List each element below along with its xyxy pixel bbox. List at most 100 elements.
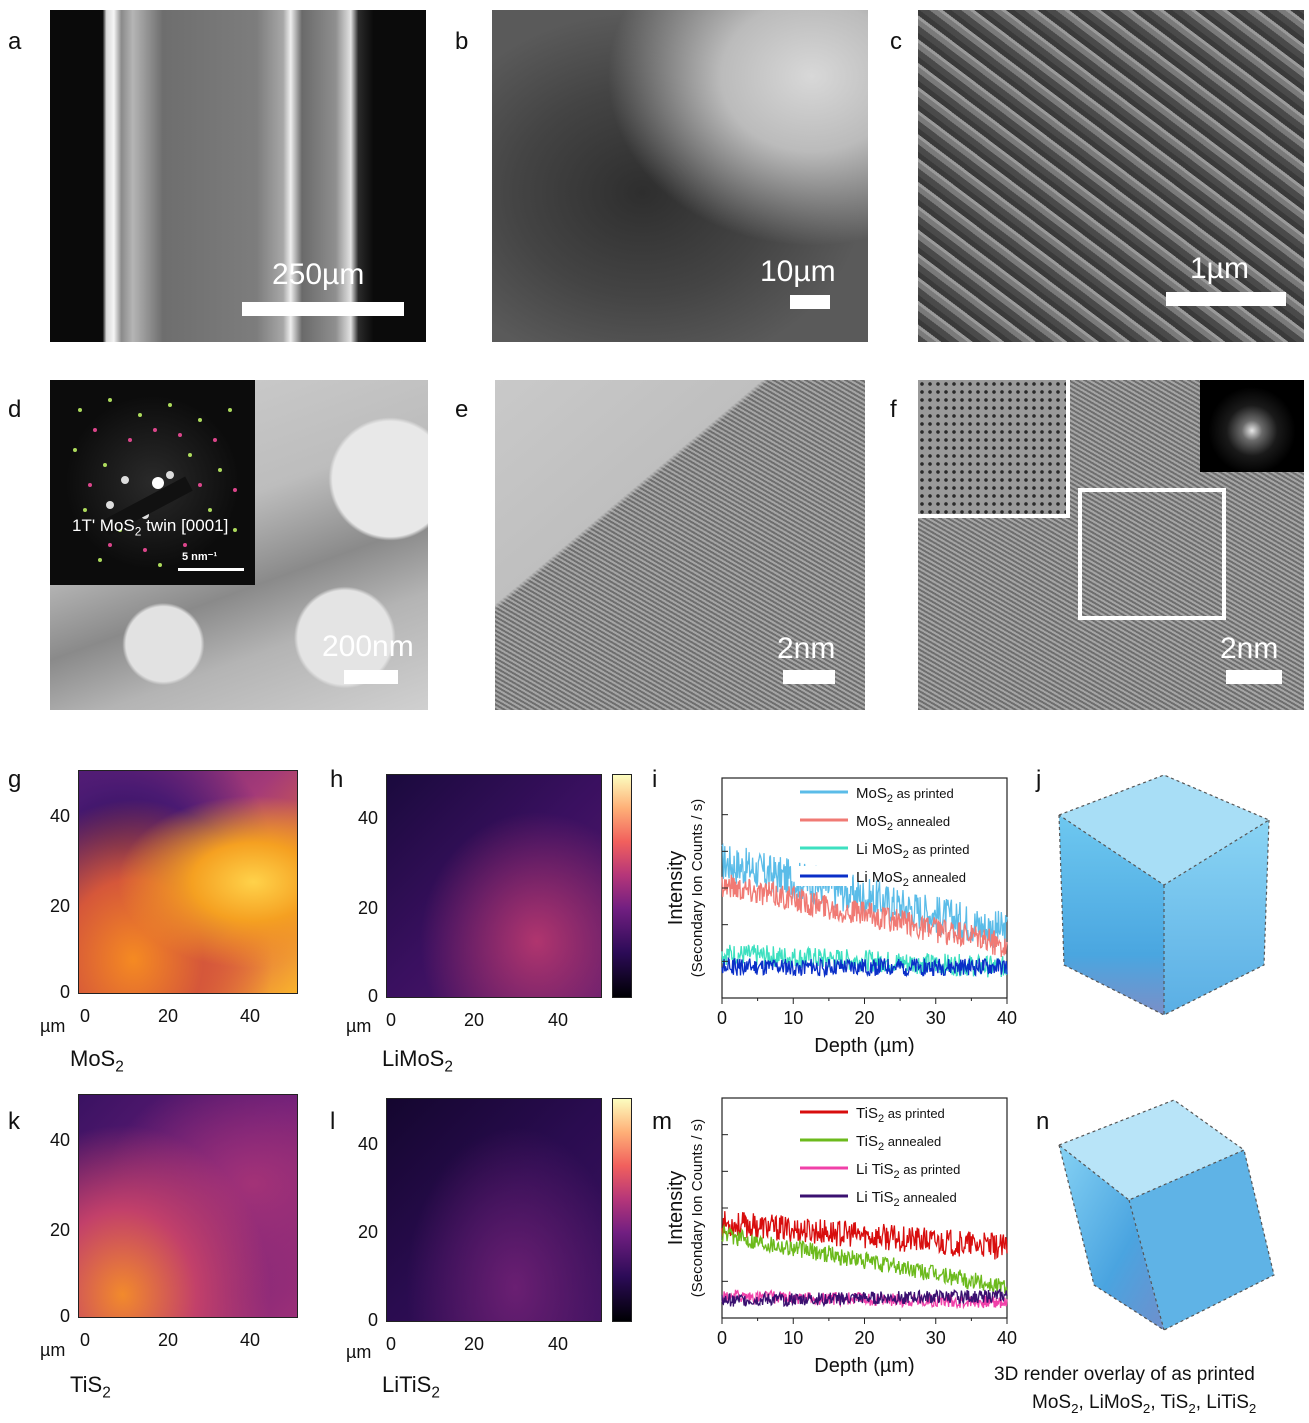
map-g-name-sub: 2 [115, 1058, 124, 1076]
colorbar-top [612, 774, 632, 998]
map-h-ytick-40: 40 [358, 808, 379, 828]
map-k-ytick-40: 40 [50, 1130, 71, 1150]
panel-label-e: e [455, 396, 469, 423]
map-l-xtick-40: 40 [548, 1334, 569, 1354]
map-k-name-main: TiS [70, 1372, 103, 1397]
diffraction-inset: 1T' MoS2 twin [0001] 5 nm⁻¹ [50, 380, 255, 585]
map-l-name: LiTiS2 [382, 1372, 440, 1402]
y-axis-label: Intensity [665, 851, 687, 925]
colorbar-bottom [612, 1098, 632, 1322]
selection-box [1078, 488, 1226, 620]
caption-part-2: 2 [1071, 1400, 1079, 1416]
map-g-xunit: µm [40, 1016, 66, 1036]
legend-label-2: TiS2 annealed [856, 1133, 941, 1153]
map-g-ytick-0: 0 [60, 982, 71, 1002]
inset-caption-tail: twin [0001] [141, 516, 229, 535]
panel-label-l: l [330, 1108, 336, 1135]
panel-label-m: m [652, 1108, 672, 1135]
x-tick-label: 20 [854, 1328, 874, 1348]
lattice-inset [918, 380, 1070, 518]
series-line-2 [721, 1223, 1008, 1296]
x-tick-label: 10 [783, 1328, 803, 1348]
panel-label-c: c [890, 28, 902, 55]
map-h-ytick-20: 20 [358, 898, 379, 918]
caption-part-3: , LiMoS [1078, 1392, 1143, 1413]
scale-bar-d [344, 670, 398, 684]
panel-label-d: d [8, 396, 22, 423]
map-k-xtick-0: 0 [80, 1330, 91, 1350]
panel-label-j: j [1036, 766, 1042, 793]
legend-label-4: Li MoS2 annealed [856, 869, 966, 889]
fft-inset [1200, 380, 1304, 472]
map-k-name-sub: 2 [102, 1384, 111, 1402]
heatmap-mos2 [78, 770, 298, 994]
inset-scale-label: 5 nm⁻¹ [182, 551, 218, 563]
map-g-ytick-20: 20 [50, 896, 71, 916]
inset-caption-sub: 2 [134, 524, 142, 539]
map-k-ytick-0: 0 [60, 1306, 71, 1326]
diffraction-spots [73, 398, 237, 567]
3d-render-cube-top [1058, 774, 1271, 1016]
map-g-ytick-40: 40 [50, 806, 71, 826]
map-h-xtick-40: 40 [548, 1010, 569, 1030]
panel-label-g: g [8, 766, 22, 793]
scale-bar-b [790, 295, 830, 309]
map-h-name: LiMoS2 [382, 1046, 453, 1076]
map-k-name: TiS2 [70, 1372, 111, 1402]
map-g-name-main: MoS [70, 1046, 116, 1071]
legend-label-1: TiS2 as printed [856, 1105, 945, 1125]
inset-scale-bar [178, 568, 244, 571]
scale-label-b: 10µm [760, 255, 836, 288]
x-tick-label: 40 [997, 1008, 1017, 1028]
scale-label-a: 250µm [272, 258, 365, 291]
depth-profile-chart-tis2: 0 10 20 30 40 Depth (µm) Intensity (Secondary I… [665, 1097, 1017, 1377]
map-h-xtick-0: 0 [386, 1010, 397, 1030]
hrtem-image-f: 2nm [918, 380, 1304, 710]
panel-label-f: f [890, 396, 897, 423]
map-h-name-sub: 2 [444, 1058, 453, 1076]
depth-profile-chart-mos2: 0 10 20 30 40 Depth (µm) Intensity (Secondary I… [665, 777, 1017, 1057]
map-k-xtick-20: 20 [158, 1330, 179, 1350]
panel-label-i: i [652, 766, 658, 793]
x-axis-label: Depth (µm) [814, 1355, 914, 1377]
map-k-xunit: µm [40, 1340, 66, 1360]
legend-label-4: Li TiS2 annealed [856, 1189, 957, 1209]
caption-part-8: 2 [1248, 1400, 1257, 1416]
plot-frame [721, 1097, 1008, 1319]
map-k-ytick-20: 20 [50, 1220, 71, 1240]
legend-label-2: MoS2 annealed [856, 813, 950, 833]
x-tick-label: 30 [926, 1328, 946, 1348]
x-tick-label: 20 [854, 1008, 874, 1028]
panel-label-h: h [330, 766, 344, 793]
map-h-ytick-0: 0 [368, 986, 379, 1006]
sem-image-b: 10µm [492, 10, 868, 342]
scale-bar-f [1226, 670, 1282, 684]
map-l-xtick-0: 0 [386, 1334, 397, 1354]
map-g-name: MoS2 [70, 1046, 124, 1076]
map-h-name-main: LiMoS [382, 1046, 445, 1071]
scale-label-f: 2nm [1220, 632, 1279, 665]
series-line-1 [721, 1211, 1008, 1260]
panel-label-k: k [8, 1108, 20, 1135]
legend-label-3: Li MoS2 as printed [856, 841, 970, 861]
series-line-4 [721, 1288, 1008, 1308]
map-k-xtick-40: 40 [240, 1330, 261, 1350]
y-axis-label: Intensity [665, 1171, 687, 1245]
x-tick-label: 0 [717, 1328, 727, 1348]
scale-bar-c [1166, 292, 1286, 306]
map-g-xtick-20: 20 [158, 1006, 179, 1026]
sem-image-c: 1µm [918, 10, 1304, 342]
legend-label-1: MoS2 as printed [856, 785, 954, 805]
x-tick-label: 30 [926, 1008, 946, 1028]
map-g-xtick-40: 40 [240, 1006, 261, 1026]
x-axis-label: Depth (µm) [814, 1035, 914, 1057]
map-l-name-sub: 2 [431, 1384, 440, 1402]
tem-image-d: 1T' MoS2 twin [0001] 5 nm⁻¹ 200nm [50, 380, 428, 710]
inset-caption-main: 1T' MoS [72, 516, 135, 535]
series-line-4 [721, 956, 1008, 979]
3d-render-cube-bottom [1058, 1099, 1275, 1331]
caption-part-4: 2 [1142, 1400, 1151, 1416]
panel-label-b: b [455, 28, 469, 55]
map-h-xunit: µm [346, 1016, 372, 1036]
x-tick-label: 10 [783, 1008, 803, 1028]
